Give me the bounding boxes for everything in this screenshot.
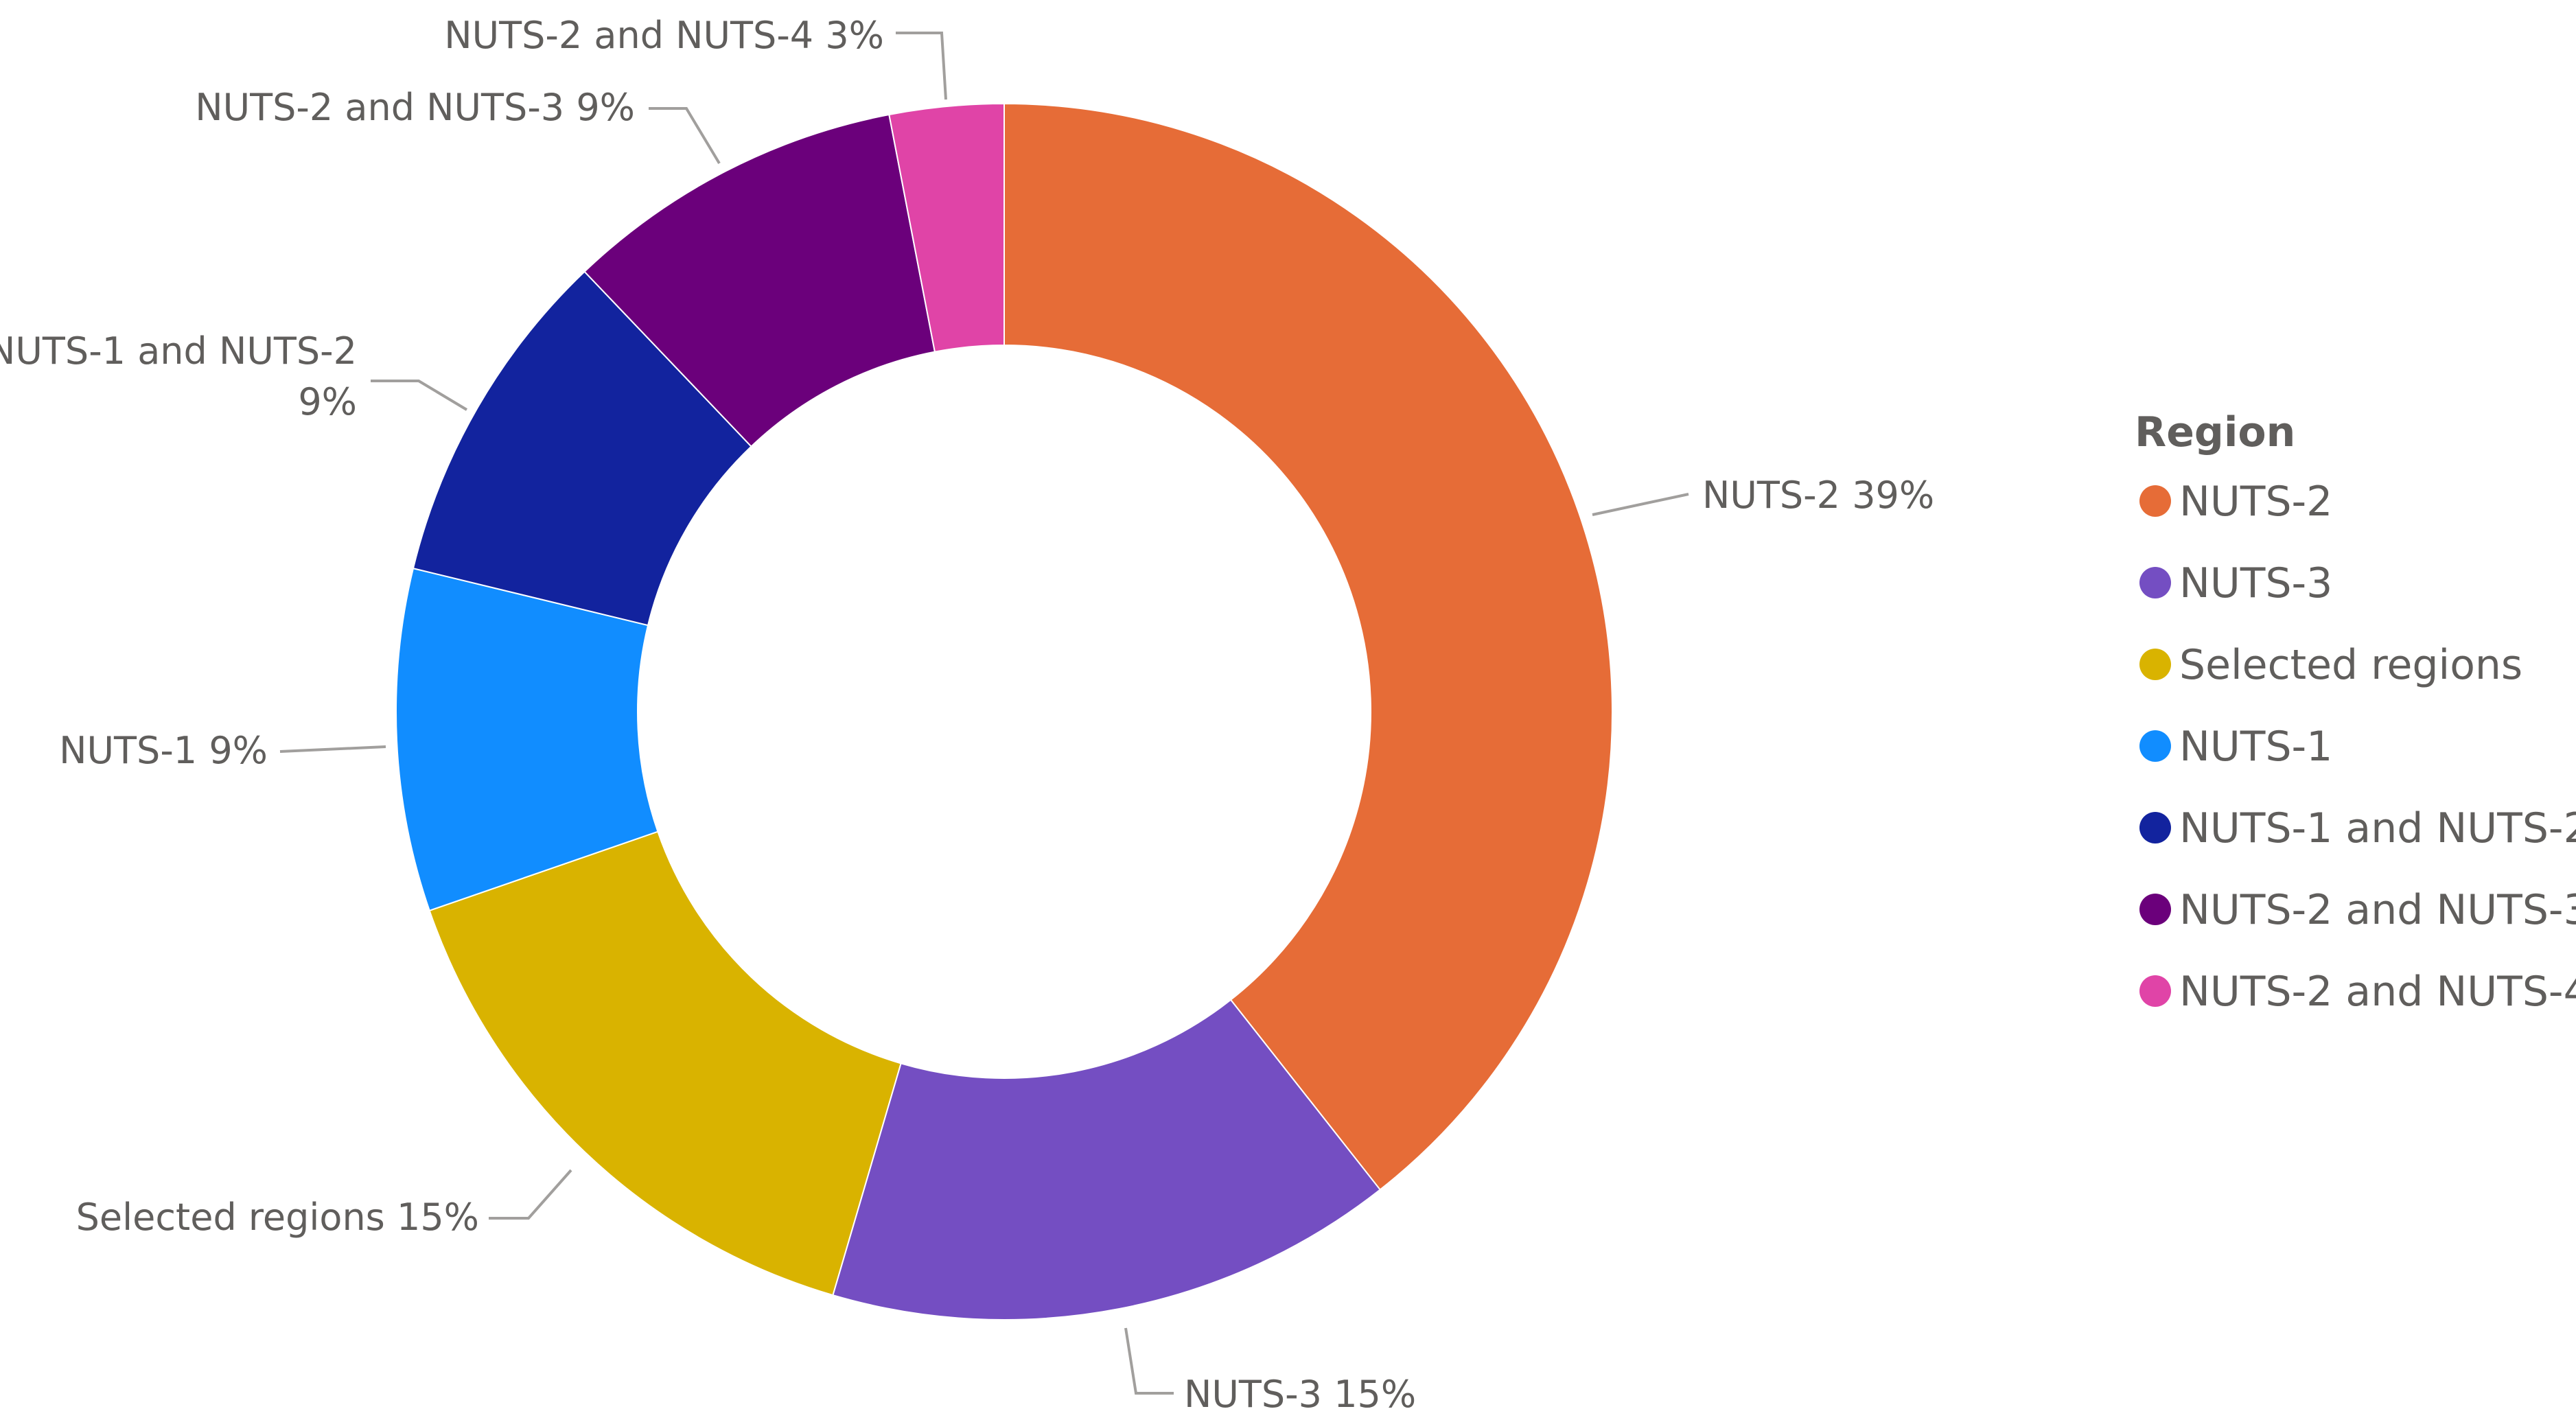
slice-nuts-1[interactable] bbox=[395, 567, 659, 912]
legend-entry[interactable]: NUTS-2 and NUTS-3 bbox=[2179, 886, 2576, 934]
legend-entry[interactable]: NUTS-2 and NUTS-4 bbox=[2179, 968, 2576, 1016]
leader-line bbox=[1592, 493, 1689, 516]
leader-lines bbox=[279, 32, 1689, 1395]
data-label: NUTS-1 and NUTS-2 9% bbox=[0, 329, 357, 423]
slice-nuts-2-and-nuts-3[interactable] bbox=[583, 113, 936, 447]
data-labels: NUTS-2 39% NUTS-3 15% Selected regions 15%… bbox=[0, 14, 1934, 1416]
leader-line bbox=[489, 1169, 572, 1220]
slice-nuts-2-and-nuts-4[interactable] bbox=[888, 102, 1005, 353]
slice-nuts-2[interactable] bbox=[1003, 102, 1613, 1191]
legend-marker bbox=[2139, 812, 2171, 843]
legend-entry[interactable]: NUTS-3 bbox=[2179, 559, 2332, 607]
data-label: NUTS-2 39% bbox=[1702, 474, 1934, 517]
donut-slices bbox=[395, 102, 1613, 1320]
legend-marker bbox=[2139, 730, 2171, 762]
slice-selected-regions[interactable] bbox=[428, 830, 902, 1296]
legend-marker bbox=[2139, 567, 2171, 598]
legend-items: NUTS-2 NUTS-3 Selected regions NUTS-1 NUTS-1… bbox=[2139, 478, 2576, 1016]
leader-line bbox=[649, 107, 721, 165]
legend-entry[interactable]: NUTS-1 bbox=[2179, 723, 2332, 771]
legend-marker bbox=[2139, 975, 2171, 1007]
leader-line bbox=[1124, 1327, 1174, 1395]
leader-line bbox=[371, 380, 468, 411]
legend-marker bbox=[2139, 649, 2171, 680]
slice-nuts-1-and-nuts-2[interactable] bbox=[412, 270, 752, 627]
data-label: NUTS-2 and NUTS-3 9% bbox=[195, 86, 635, 129]
data-label: NUTS-3 15% bbox=[1184, 1373, 1416, 1416]
leader-line bbox=[279, 745, 386, 753]
legend-marker bbox=[2139, 894, 2171, 925]
legend-title: Region bbox=[2135, 408, 2295, 456]
legend-entry[interactable]: NUTS-2 bbox=[2179, 478, 2332, 526]
data-label: NUTS-2 and NUTS-4 3% bbox=[444, 14, 884, 57]
legend-marker bbox=[2139, 485, 2171, 517]
data-label: NUTS-1 9% bbox=[59, 729, 268, 772]
legend-entry[interactable]: Selected regions bbox=[2179, 641, 2522, 689]
leader-line bbox=[896, 32, 947, 100]
legend-entry[interactable]: NUTS-1 and NUTS-2 bbox=[2179, 804, 2576, 852]
data-label: Selected regions 15% bbox=[76, 1196, 479, 1239]
slice-nuts-3[interactable] bbox=[832, 999, 1382, 1320]
